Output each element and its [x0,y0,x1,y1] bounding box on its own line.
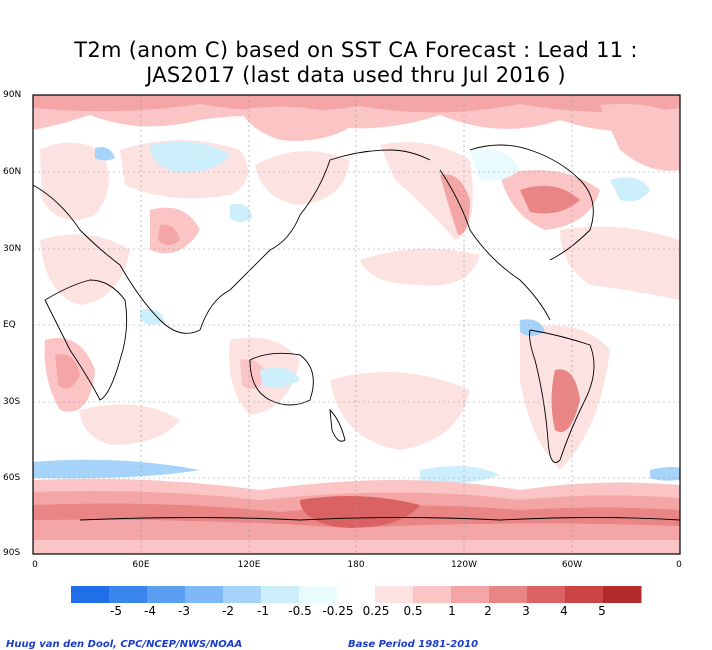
colorbar-swatch [185,586,224,603]
colorbar-swatch [223,586,262,603]
colorbar-swatch [603,586,642,603]
title-line-2: JAS2017 (last data used thru Jul 2016 ) [146,63,566,87]
colorbar-label: -0.5 [288,604,312,618]
colorbar-swatch [527,586,566,603]
lon-label: 60W [561,560,583,570]
colorbar-label: -2 [222,604,234,618]
lon-label: 0 [676,560,682,570]
colorbar-swatch [299,586,338,603]
lat-label: 90N [3,90,22,100]
lat-label: EQ [3,320,16,330]
colorbar-label: -4 [144,604,156,618]
colorbar-label: -5 [110,604,122,618]
map-field [33,95,680,554]
colorbar-label: 2 [484,604,492,618]
colorbar-swatch [565,586,604,603]
colorbar-swatch [375,586,414,603]
colorbar-swatch [413,586,452,603]
coastlines [33,144,680,521]
lat-label: 90S [3,548,21,558]
colorbar-label: 4 [560,604,568,618]
lon-label: 120E [237,560,261,570]
colorbar-swatch [71,586,110,603]
lat-label: 60S [3,473,21,483]
colorbar-label: 5 [598,604,606,618]
map-frame [32,94,681,555]
colorbar-label: 0.25 [362,604,390,618]
colorbar-swatch [489,586,528,603]
colorbar-swatch [147,586,186,603]
colorbar-swatch [109,586,148,603]
lat-label: 30N [3,244,22,254]
graticule [33,95,680,554]
colorbar-swatch [261,586,300,603]
credit-author: Huug van den Dool, CPC/NCEP/NWS/NOAA [6,639,243,650]
credit-base-period: Base Period 1981-2010 [348,639,479,650]
colorbar-swatch [337,586,376,603]
colorbar-label: -3 [178,604,190,618]
lon-label: 60E [132,560,150,570]
lon-label: 0 [32,560,38,570]
colorbar-label: 1 [448,604,456,618]
colorbar-label: 0.5 [403,604,423,618]
lat-label: 30S [3,397,21,407]
lat-label: 60N [3,167,22,177]
lon-label: 120W [450,560,478,570]
colorbar [71,586,642,603]
colorbar-label: -0.25 [322,604,354,618]
colorbar-label: -1 [257,604,269,618]
colorbar-label: 3 [522,604,530,618]
title-line-1: T2m (anom C) based on SST CA Forecast : … [74,38,638,62]
lon-label: 180 [347,560,365,570]
colorbar-swatch [451,586,490,603]
